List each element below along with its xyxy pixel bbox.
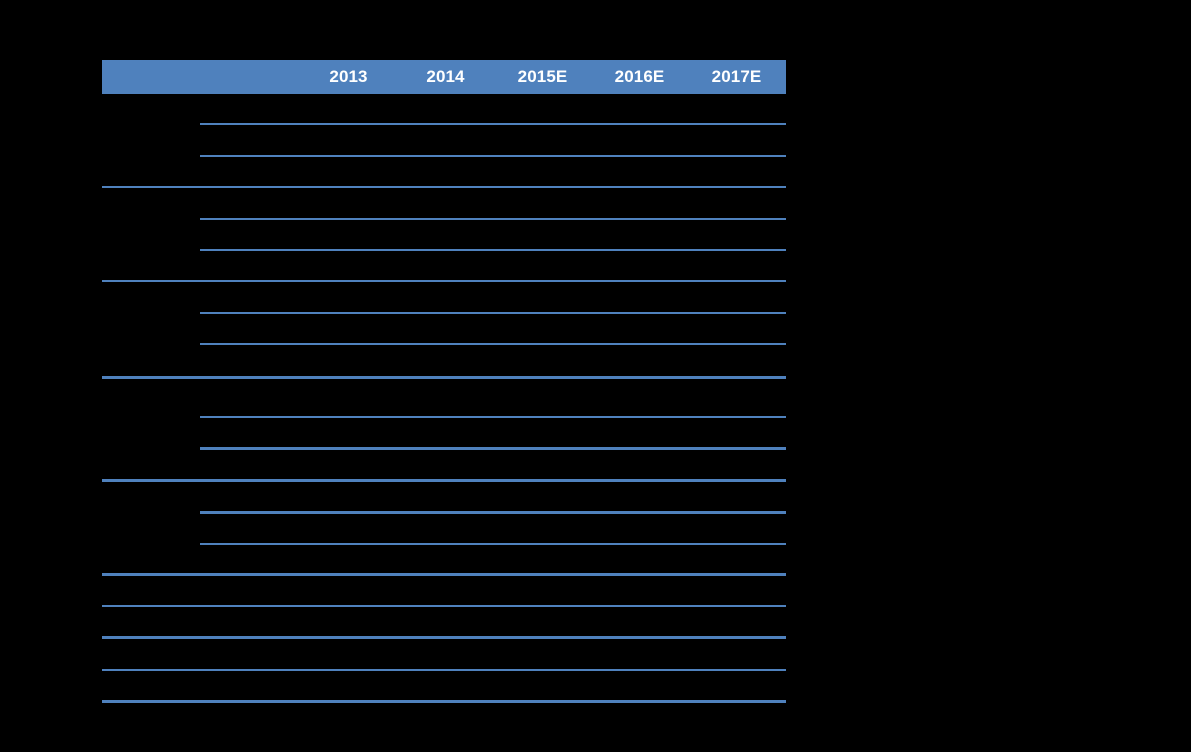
rule-indent-7: [200, 416, 786, 418]
header-column-2013: 2013: [329, 67, 368, 86]
rule-full-2: [102, 280, 786, 282]
rule-full-6: [102, 605, 786, 607]
header-column-2014: 2014: [426, 67, 465, 86]
rule-full-5: [102, 573, 786, 576]
header-column-2015e: 2015E: [517, 67, 568, 86]
rule-indent-6: [200, 343, 786, 345]
rule-full-4: [102, 479, 786, 482]
rule-full-9: [102, 700, 786, 703]
rule-full-1: [102, 186, 786, 188]
rule-indent-3: [200, 218, 786, 220]
rule-full-3: [102, 376, 786, 379]
rule-indent-10: [200, 543, 786, 545]
rule-full-7: [102, 636, 786, 639]
header-column-2016e: 2016E: [614, 67, 665, 86]
rule-indent-9: [200, 511, 786, 514]
rule-indent-8: [200, 447, 786, 450]
rule-indent-4: [200, 249, 786, 251]
rule-indent-5: [200, 312, 786, 314]
rule-indent-1: [200, 123, 786, 125]
header-column-2017e: 2017E: [711, 67, 762, 86]
rule-indent-2: [200, 155, 786, 157]
rule-full-8: [102, 669, 786, 671]
table-header-row: 2013 2014 2015E 2016E 2017E: [102, 60, 786, 94]
header-stub-cell: [102, 60, 300, 94]
